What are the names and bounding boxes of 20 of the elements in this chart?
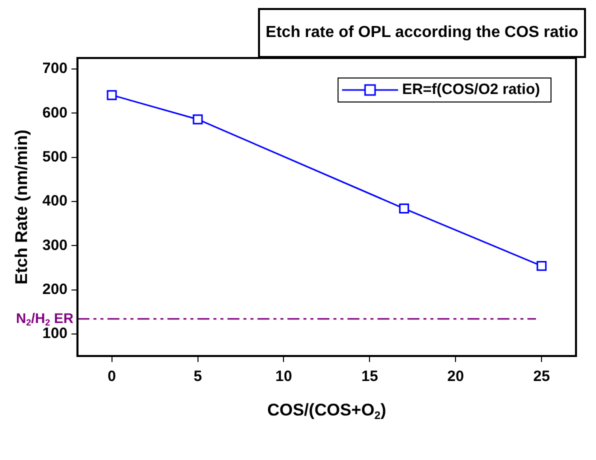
x-tick-label: 0 bbox=[108, 368, 116, 386]
point bbox=[399, 204, 410, 214]
x-tick-label: 10 bbox=[275, 368, 292, 386]
x-tick-label: 5 bbox=[194, 368, 202, 386]
y-axis-title: Etch Rate (nm/min) bbox=[12, 130, 31, 284]
point bbox=[536, 260, 547, 271]
y-tick-label: 600 bbox=[42, 104, 68, 122]
x-tick-label: 15 bbox=[361, 368, 378, 386]
y-tick-label: 300 bbox=[42, 236, 68, 254]
x-tick-label: 20 bbox=[447, 368, 464, 386]
y-tick-label: 500 bbox=[42, 148, 68, 166]
y-tick-label: 100 bbox=[42, 325, 68, 342]
legend-label: ER=f(COS/O2 ratio) bbox=[402, 81, 540, 98]
point bbox=[192, 114, 203, 124]
y-tick-label: 700 bbox=[42, 60, 68, 78]
point bbox=[106, 90, 117, 100]
chart-title: Etch rate of OPL according the COS ratio bbox=[258, 8, 586, 58]
y-tick-label: 400 bbox=[42, 192, 68, 210]
x-tick-label: 25 bbox=[533, 368, 550, 386]
y-tick-label: 200 bbox=[42, 280, 68, 298]
